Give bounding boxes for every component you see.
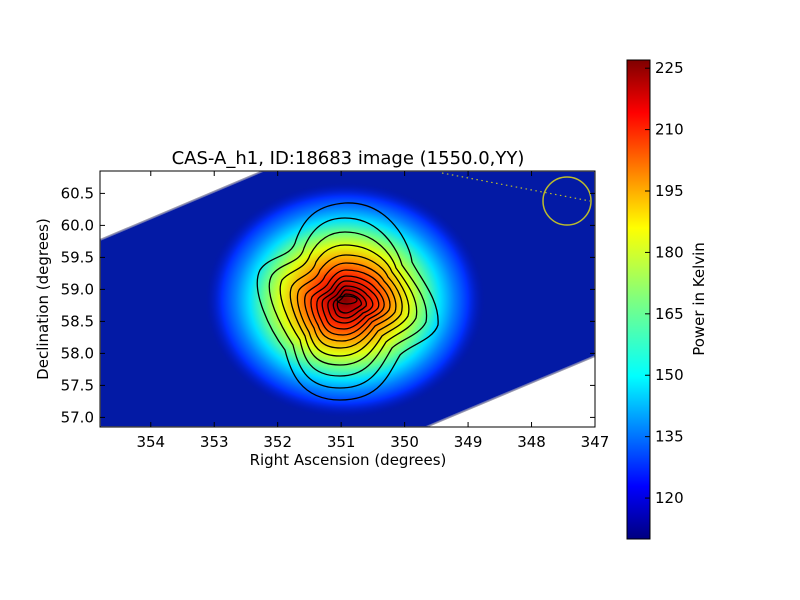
colorbar-tick-label: 120 (655, 489, 684, 507)
x-tick-label: 348 (517, 433, 546, 451)
x-tick-label: 350 (390, 433, 419, 451)
y-tick-label: 60.5 (61, 184, 94, 202)
colorbar-tick-label: 135 (655, 428, 684, 446)
colorbar-label: Power in Kelvin (690, 242, 708, 356)
y-tick-label: 58.5 (61, 312, 94, 330)
colorbar-tick-label: 180 (655, 243, 684, 261)
x-tick-label: 351 (327, 433, 356, 451)
y-tick-label: 59.0 (61, 280, 94, 298)
y-tick-label: 57.5 (61, 376, 94, 394)
x-tick-label: 353 (200, 433, 229, 451)
chart-title: CAS-A_h1, ID:18683 image (1550.0,YY) (172, 148, 525, 169)
plot-frame (99, 170, 596, 428)
x-axis: 354 353 352 351 350 349 348 347 Right Ascension… (136, 171, 609, 469)
colorbar-tick-label: 195 (655, 182, 684, 200)
contour-lines (256, 202, 439, 401)
y-tick-label: 60.0 (61, 216, 94, 234)
y-axis: 57.0 57.5 58.0 58.5 59.0 59.5 60.0 60.5 Declina… (34, 184, 595, 426)
plot-area (100, 171, 595, 427)
dotted-trail (441, 172, 591, 202)
y-tick-label: 58.0 (61, 344, 94, 362)
x-axis-label: Right Ascension (degrees) (250, 451, 447, 469)
colorbar-tick-label: 165 (655, 305, 684, 323)
colorbar: 120 135 150 165 180 195 210 225 Power in Kelvin (626, 59, 708, 540)
y-tick-label: 59.5 (61, 248, 94, 266)
x-tick-label: 347 (581, 433, 610, 451)
colorbar-tick-label: 150 (655, 366, 684, 384)
x-tick-label: 349 (454, 433, 483, 451)
source-emission (205, 182, 485, 418)
x-tick-label: 352 (263, 433, 292, 451)
colorbar-gradient (626, 59, 651, 540)
y-tick-label: 57.0 (61, 408, 94, 426)
colorbar-tick-label: 225 (655, 59, 684, 77)
y-axis-label: Declination (degrees) (34, 218, 52, 380)
colorbar-tick-label: 210 (655, 121, 684, 139)
x-tick-label: 354 (136, 433, 165, 451)
beam-marker (542, 176, 592, 226)
